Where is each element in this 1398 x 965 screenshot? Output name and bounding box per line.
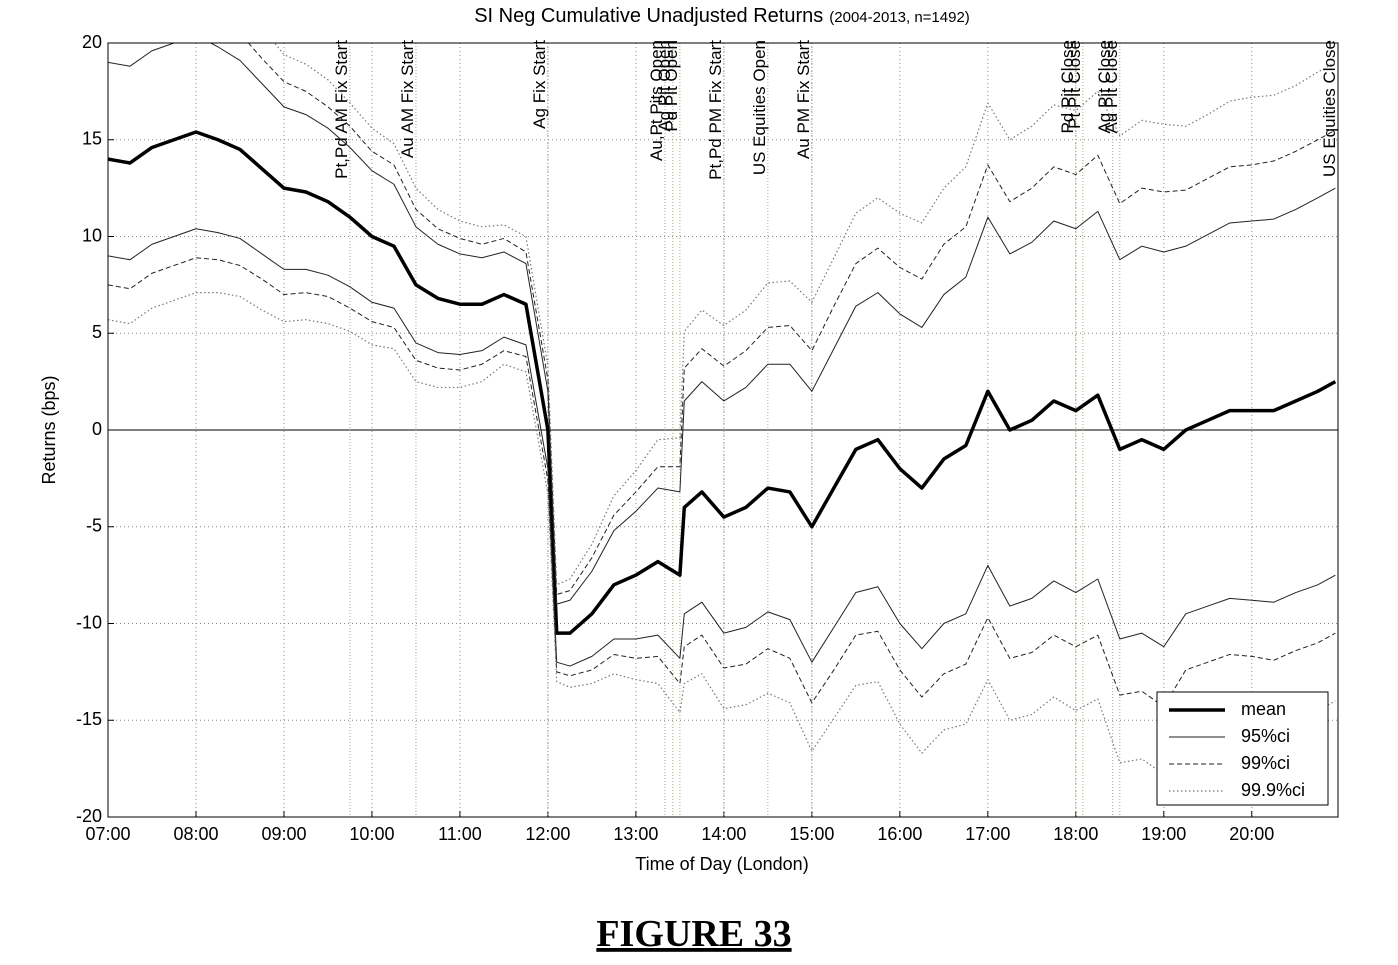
x-tick-label: 14:00 bbox=[701, 824, 746, 844]
event-label: Au PM Fix Start bbox=[794, 40, 813, 159]
series-line bbox=[108, 257, 1336, 708]
event-label: US Equities Close bbox=[1320, 40, 1339, 177]
subtitle: (2004-2013, n=1492) bbox=[829, 9, 970, 26]
x-tick-label: 10:00 bbox=[349, 824, 394, 844]
event-label: Pd Pit Open bbox=[662, 40, 681, 132]
legend-label: 95%ci bbox=[1241, 726, 1290, 746]
legend-label: mean bbox=[1241, 699, 1286, 719]
y-tick-label: -15 bbox=[76, 709, 102, 729]
event-label: Pt,Pd AM Fix Start bbox=[332, 40, 351, 179]
y-tick-label: -20 bbox=[76, 806, 102, 826]
y-tick-label: -5 bbox=[86, 516, 102, 536]
event-label: Pd Pit Close bbox=[1058, 40, 1077, 134]
x-tick-label: 18:00 bbox=[1053, 824, 1098, 844]
event-label: Ag Pit Close bbox=[1095, 40, 1114, 134]
title-main: SI Neg Cumulative Unadjusted Returns bbox=[474, 5, 823, 27]
series-line bbox=[108, 130, 1337, 635]
event-label: Au Pit Close bbox=[1102, 40, 1121, 134]
event-label: Ag Fix Start bbox=[530, 40, 549, 129]
series-line bbox=[108, 228, 1336, 667]
x-tick-label: 12:00 bbox=[525, 824, 570, 844]
y-tick-label: 5 bbox=[92, 322, 102, 342]
x-axis-label: Time of Day (London) bbox=[635, 854, 808, 874]
y-tick-label: 10 bbox=[82, 225, 102, 245]
legend-label: 99.9%ci bbox=[1241, 780, 1305, 800]
x-tick-label: 08:00 bbox=[173, 824, 218, 844]
event-label: Pt Pit Close bbox=[1065, 40, 1084, 129]
x-tick-label: 19:00 bbox=[1141, 824, 1186, 844]
y-tick-label: 15 bbox=[82, 129, 102, 149]
plot-area bbox=[108, 43, 1337, 776]
series-line bbox=[108, 292, 1336, 776]
event-label: Ag Pit Open bbox=[655, 40, 674, 132]
event-label: Au AM Fix Start bbox=[398, 40, 417, 158]
y-tick-label: -10 bbox=[76, 612, 102, 632]
y-tick-label: 20 bbox=[82, 32, 102, 52]
y-tick-label: 0 bbox=[92, 419, 102, 439]
event-label: Pt,Pd PM Fix Start bbox=[706, 40, 725, 180]
x-tick-label: 13:00 bbox=[613, 824, 658, 844]
series-line bbox=[247, 43, 1336, 595]
x-tick-label: 20:00 bbox=[1229, 824, 1274, 844]
chart-title: SI Neg Cumulative Unadjusted Returns (200… bbox=[474, 5, 970, 27]
x-tick-label: 16:00 bbox=[877, 824, 922, 844]
x-tick-label: 15:00 bbox=[789, 824, 834, 844]
x-tick-label: 17:00 bbox=[965, 824, 1010, 844]
figure-caption: FIGURE 33 bbox=[596, 913, 791, 955]
y-axis-label: Returns (bps) bbox=[39, 375, 59, 484]
plot-frame bbox=[107, 42, 1339, 818]
x-tick-label: 07:00 bbox=[85, 824, 130, 844]
series-line bbox=[108, 43, 1336, 605]
legend-label: 99%ci bbox=[1241, 753, 1290, 773]
event-label: Au,Pt Pits Open bbox=[647, 40, 666, 161]
event-label: US Equities Open bbox=[750, 40, 769, 175]
legend: mean 95%ci 99%ci 99.9%ci bbox=[1156, 691, 1329, 806]
x-tick-label: 11:00 bbox=[438, 824, 482, 844]
x-tick-label: 09:00 bbox=[261, 824, 306, 844]
